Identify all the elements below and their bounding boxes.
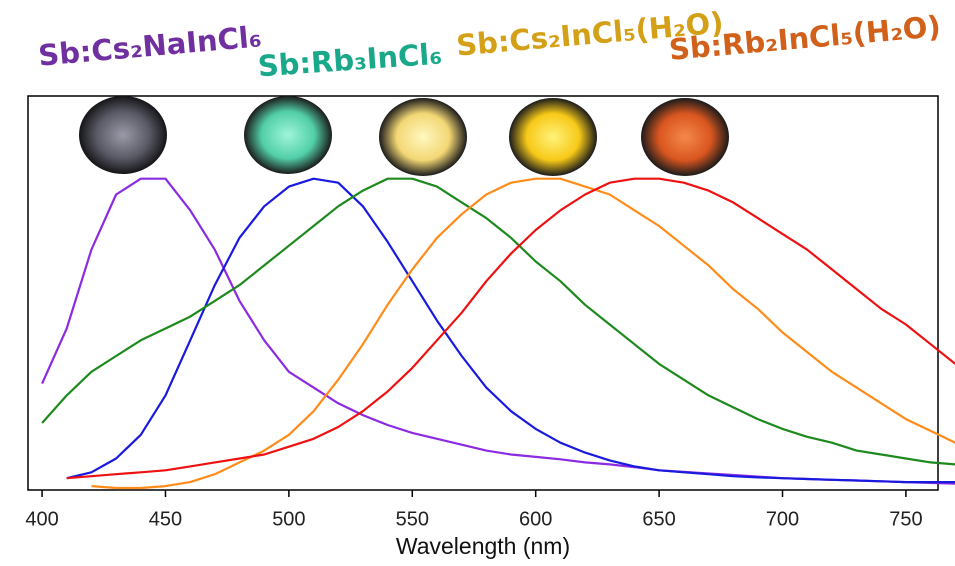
x-tick-label: 700 <box>766 508 799 530</box>
x-axis-label: Wavelength (nm) <box>396 533 570 559</box>
x-tick-label: 650 <box>642 508 675 530</box>
spectrum-line <box>42 179 955 465</box>
chart: Wavelength (nm) 400 450 500 550 600 650 700 750… <box>0 0 955 566</box>
photo <box>509 98 597 176</box>
photo <box>79 96 167 174</box>
x-tick-label: 500 <box>272 508 305 530</box>
x-tick-label: 400 <box>25 508 58 530</box>
photo <box>641 98 729 176</box>
photo <box>379 98 467 176</box>
spectrum-line <box>67 179 955 479</box>
annotation: Sb:Rb₃InCl₆ <box>257 37 443 84</box>
photo <box>244 96 332 174</box>
sample-photos <box>79 96 729 176</box>
x-tick-label: 600 <box>519 508 552 530</box>
annotation: Sb:Cs₂NaInCl₆ <box>37 19 263 72</box>
x-tick-label: 750 <box>889 508 922 530</box>
spectrum-line <box>42 179 955 484</box>
x-tick-label: 550 <box>396 508 429 530</box>
x-tick-label: 450 <box>149 508 182 530</box>
plot-frame <box>28 96 938 490</box>
